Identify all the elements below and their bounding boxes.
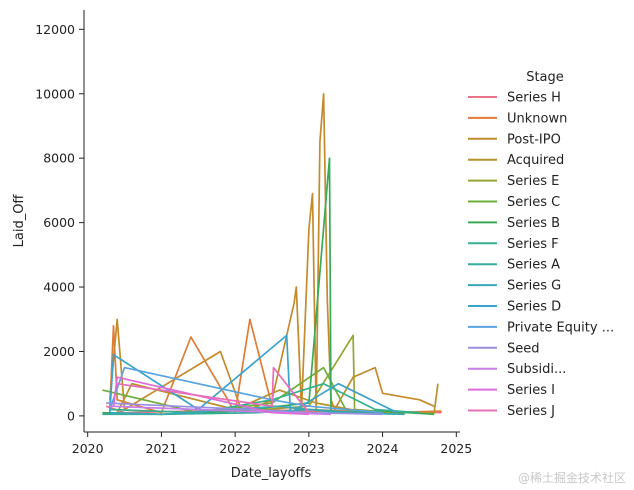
y-tick-label: 10000 (35, 86, 75, 101)
legend-item-series-f: Series F (468, 237, 559, 252)
y-tick-label: 2000 (43, 344, 75, 359)
legend-label: Seed (507, 341, 540, 356)
legend-label: Series G (507, 279, 561, 294)
legend-label: Series B (507, 216, 560, 231)
y-tick-label: 0 (67, 408, 75, 423)
x-tick-label: 2023 (293, 441, 325, 456)
series-line-series-j (117, 366, 310, 414)
legend-item-series-h: Series H (468, 91, 561, 106)
y-tick-label: 8000 (43, 151, 75, 166)
legend-label: Series A (507, 258, 560, 273)
x-tick-label: 2020 (72, 441, 104, 456)
legend-label: Series J (507, 404, 555, 419)
legend-item-seed: Seed (468, 341, 540, 356)
y-tick-label: 4000 (43, 280, 75, 295)
legend-label: Private Equity ... (507, 320, 614, 335)
legend-item-unknown: Unknown (468, 111, 567, 126)
series-seed (106, 402, 383, 416)
legend-item-subsidi: Subsidi... (468, 362, 566, 377)
legend-item-series-e: Series E (468, 174, 559, 189)
series-post-ipo (108, 92, 435, 414)
series-series-j (117, 366, 310, 414)
legend-item-private-equity: Private Equity ... (468, 320, 614, 335)
legend: Stage Series H Unknown Post-IPO Acquired Ser… (468, 70, 614, 419)
series-line-seed (106, 402, 383, 416)
legend-title: Stage (526, 70, 564, 85)
legend-item-post-ipo: Post-IPO (468, 132, 561, 147)
x-axis-title: Date_layoffs (231, 466, 312, 481)
plot-area (102, 92, 442, 416)
legend-item-series-g: Series G (468, 279, 561, 294)
legend-label: Acquired (507, 153, 564, 168)
legend-label: Series F (507, 237, 559, 252)
watermark: @稀土掘金技术社区 (518, 470, 626, 485)
series-series-d (108, 334, 398, 414)
y-ticks: 0 2000 4000 6000 8000 10000 12000 (35, 22, 84, 423)
series-line-post-ipo (108, 92, 435, 414)
legend-item-series-d: Series D (468, 300, 561, 315)
legend-item-series-j: Series J (468, 404, 555, 419)
y-axis-title: Laid_Off (12, 194, 27, 248)
legend-item-series-a: Series A (468, 258, 560, 273)
legend-item-acquired: Acquired (468, 153, 564, 168)
y-tick-label: 6000 (43, 215, 75, 230)
x-tick-label: 2024 (367, 441, 399, 456)
x-tick-label: 2021 (146, 441, 178, 456)
series-series-b (102, 157, 435, 416)
legend-label: Series C (507, 195, 560, 210)
legend-label: Series D (507, 300, 561, 315)
x-ticks: 2020 2021 2022 2023 2024 2025 (72, 432, 472, 456)
legend-label: Unknown (507, 111, 567, 126)
x-tick-label: 2025 (440, 441, 472, 456)
legend-label: Series E (507, 174, 559, 189)
legend-label: Post-IPO (507, 132, 561, 147)
legend-item-series-c: Series C (468, 195, 560, 210)
legend-item-series-i: Series I (468, 383, 555, 398)
legend-label: Series H (507, 91, 561, 106)
legend-label: Subsidi... (507, 362, 566, 377)
legend-item-series-b: Series B (468, 216, 560, 231)
x-tick-label: 2022 (219, 441, 251, 456)
series-line-series-b (102, 157, 435, 416)
series-line-series-d (108, 334, 398, 414)
legend-label: Series I (507, 383, 555, 398)
y-tick-label: 12000 (35, 22, 75, 37)
